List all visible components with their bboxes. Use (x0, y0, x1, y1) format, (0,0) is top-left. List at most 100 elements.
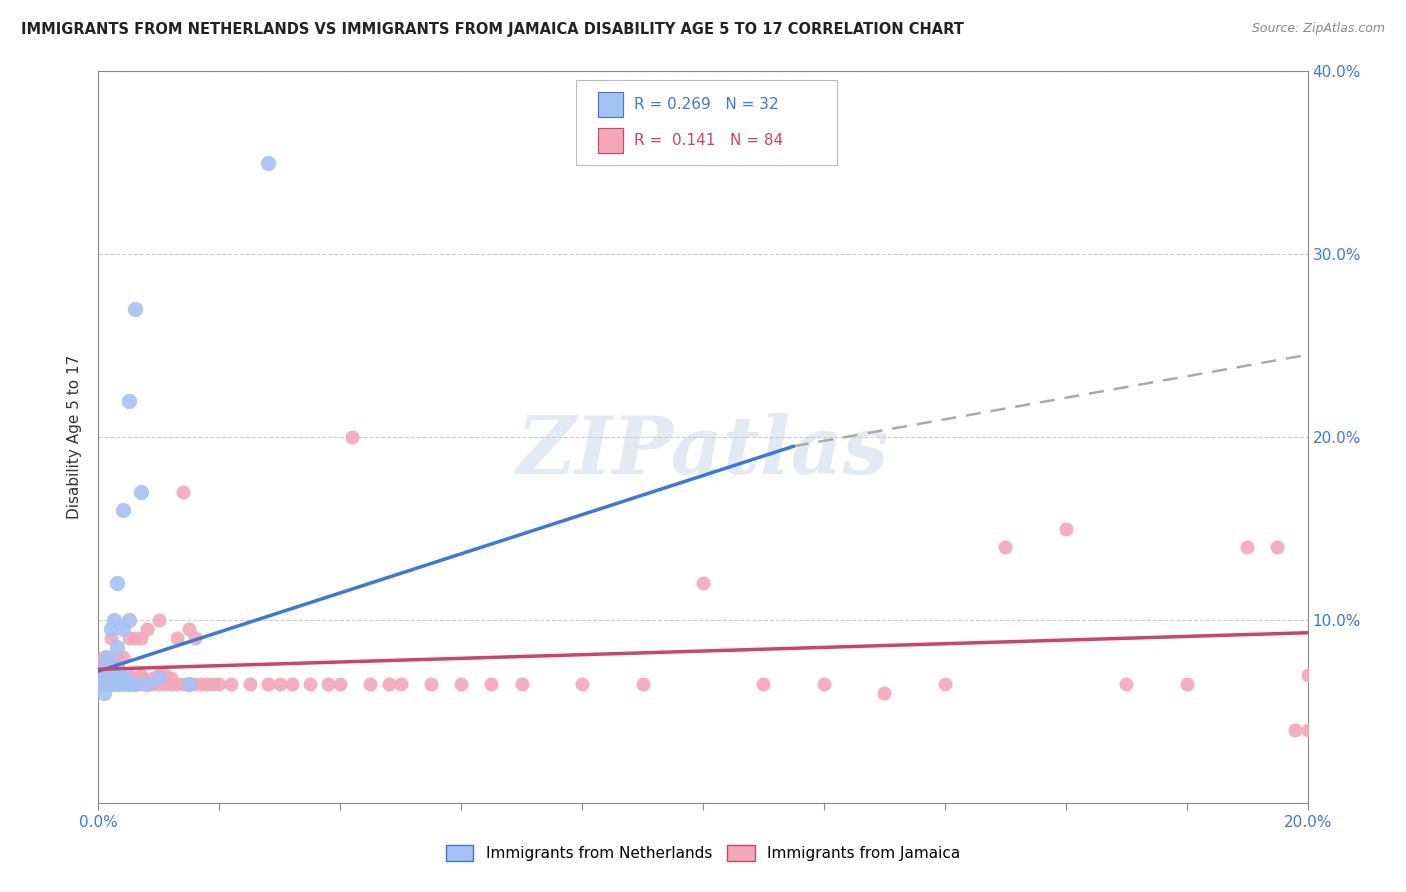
Point (873, 686, 896, 700)
Point (124, 677, 146, 691)
Point (129, 485, 152, 500)
Point (111, 672, 134, 686)
Legend: Immigrants from Netherlands, Immigrants from Jamaica: Immigrants from Netherlands, Immigrants … (446, 845, 960, 861)
Point (124, 672, 146, 686)
Point (1296, 723, 1319, 737)
Point (1296, 667, 1319, 681)
Point (934, 677, 956, 691)
Point (129, 672, 152, 686)
Point (179, 622, 201, 636)
Point (1115, 677, 1137, 691)
Point (299, 677, 322, 691)
Point (96, 667, 118, 681)
Point (256, 677, 278, 691)
Point (195, 677, 218, 691)
Point (184, 632, 207, 646)
Point (96, 649, 118, 664)
Point (153, 667, 176, 681)
Point (510, 677, 533, 691)
Point (103, 613, 125, 627)
Point (190, 677, 212, 691)
Point (90, 667, 112, 681)
Point (148, 667, 170, 681)
Point (103, 667, 125, 681)
Point (111, 677, 134, 691)
Point (124, 677, 146, 691)
Point (90, 672, 112, 686)
Point (105, 677, 128, 691)
Point (105, 672, 128, 686)
Point (420, 677, 443, 691)
Point (269, 677, 291, 691)
Point (153, 677, 176, 691)
Point (100, 658, 122, 673)
Point (450, 677, 472, 691)
Point (135, 677, 157, 691)
Point (96, 677, 118, 691)
Point (93, 677, 115, 691)
Point (90, 658, 112, 673)
Point (96, 677, 118, 691)
Point (124, 301, 146, 317)
Point (100, 672, 122, 686)
Point (148, 613, 170, 627)
Point (142, 677, 165, 691)
Point (93, 649, 115, 664)
Point (142, 672, 165, 686)
Point (118, 393, 141, 408)
Point (160, 672, 183, 686)
Point (239, 677, 262, 691)
Point (111, 677, 134, 691)
Point (105, 649, 128, 664)
Point (100, 677, 122, 691)
Text: R =  0.141   N = 84: R = 0.141 N = 84 (634, 133, 783, 147)
Point (1236, 540, 1258, 554)
Point (129, 667, 152, 681)
Point (105, 640, 128, 655)
Point (111, 503, 134, 517)
Point (1284, 723, 1306, 737)
Point (93, 658, 115, 673)
Point (342, 430, 364, 444)
Point (184, 677, 207, 691)
Text: ZIPatlas: ZIPatlas (517, 413, 889, 491)
Point (118, 613, 141, 627)
Point (100, 672, 122, 686)
Point (166, 677, 188, 691)
Point (281, 677, 304, 691)
Point (148, 677, 170, 691)
Point (202, 677, 225, 691)
Point (93, 686, 115, 700)
Point (752, 677, 775, 691)
Point (360, 677, 382, 691)
Point (994, 540, 1017, 554)
Point (571, 677, 593, 691)
Point (179, 677, 201, 691)
Point (105, 658, 128, 673)
Point (256, 156, 278, 170)
Point (93, 667, 115, 681)
Point (118, 677, 141, 691)
Point (93, 677, 115, 691)
Point (129, 632, 152, 646)
Point (105, 667, 128, 681)
Point (481, 677, 503, 691)
Point (389, 677, 412, 691)
Point (316, 677, 339, 691)
Y-axis label: Disability Age 5 to 17: Disability Age 5 to 17 (67, 355, 83, 519)
Point (166, 632, 188, 646)
Point (90, 677, 112, 691)
Point (124, 632, 146, 646)
Point (118, 672, 141, 686)
Point (135, 622, 157, 636)
Point (118, 667, 141, 681)
Point (1175, 677, 1198, 691)
Point (377, 677, 399, 691)
Point (111, 672, 134, 686)
Text: Source: ZipAtlas.com: Source: ZipAtlas.com (1251, 22, 1385, 36)
Point (111, 649, 134, 664)
Point (813, 677, 835, 691)
Point (172, 485, 194, 500)
Point (221, 677, 243, 691)
Text: IMMIGRANTS FROM NETHERLANDS VS IMMIGRANTS FROM JAMAICA DISABILITY AGE 5 TO 17 CO: IMMIGRANTS FROM NETHERLANDS VS IMMIGRANT… (21, 22, 965, 37)
